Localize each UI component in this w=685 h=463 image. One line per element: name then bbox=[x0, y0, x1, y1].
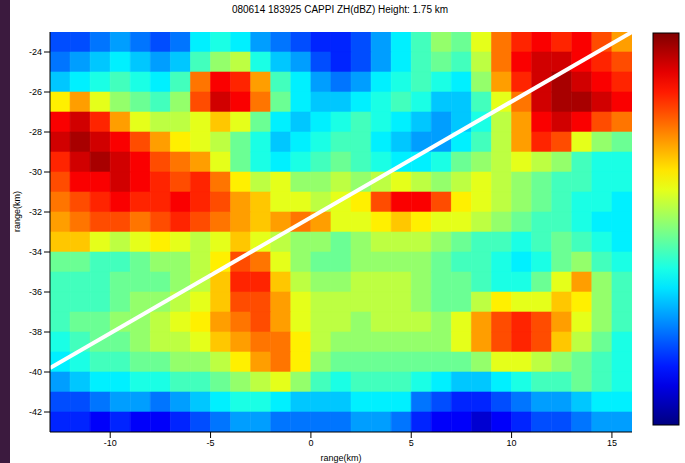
svg-text:-42: -42 bbox=[29, 407, 42, 417]
svg-text:-40: -40 bbox=[29, 367, 42, 377]
svg-text:-36: -36 bbox=[29, 287, 42, 297]
svg-text:-34: -34 bbox=[29, 247, 42, 257]
svg-text:-32: -32 bbox=[29, 207, 42, 217]
svg-text:-38: -38 bbox=[29, 327, 42, 337]
svg-text:-28: -28 bbox=[29, 127, 42, 137]
svg-text:-10: -10 bbox=[104, 438, 117, 448]
html-text:080614 183925 CAPPI ZH(dBZ) He: 080614 183925 CAPPI ZH(dBZ) Height: 1.75… bbox=[231, 4, 449, 15]
svg-text:-26: -26 bbox=[29, 87, 42, 97]
svg-text:range(km): range(km) bbox=[12, 191, 22, 232]
svg-text:15: 15 bbox=[607, 438, 617, 448]
svg-text:5: 5 bbox=[409, 438, 414, 448]
svg-text:-24: -24 bbox=[29, 47, 42, 57]
svg-text:0: 0 bbox=[308, 438, 313, 448]
svg-text:10: 10 bbox=[507, 438, 517, 448]
svg-text:range(km): range(km) bbox=[320, 453, 361, 463]
svg-text:-5: -5 bbox=[207, 438, 215, 448]
svg-text:-30: -30 bbox=[29, 167, 42, 177]
